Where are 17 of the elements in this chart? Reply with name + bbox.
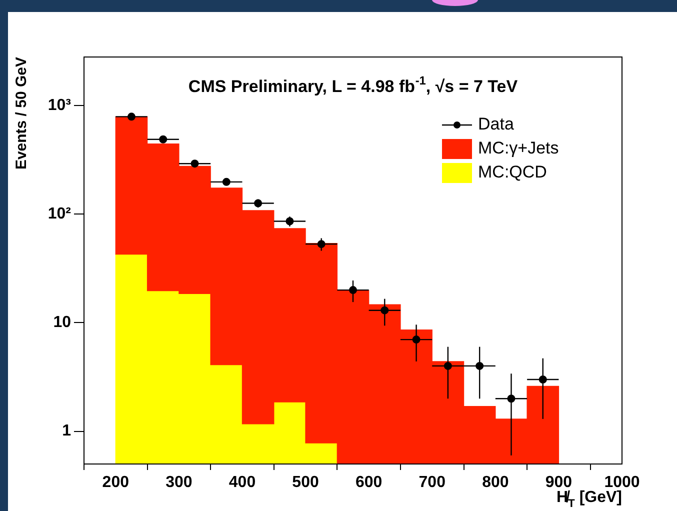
x-tick-label: 700	[418, 474, 446, 492]
x-tick-label: 600	[355, 474, 382, 492]
y-tick-label: 1	[62, 422, 72, 440]
legend-label: MC:QCD	[478, 162, 547, 182]
y-axis-title: Events / 50 GeV	[13, 56, 30, 170]
x-tick-label: 900	[545, 474, 572, 492]
y-tick-label: 10	[53, 314, 72, 332]
legend-label: Data	[478, 114, 514, 134]
x-tick-label: 500	[292, 474, 319, 492]
y-tick-label: 10²	[48, 206, 71, 223]
x-tick-label: 200	[102, 474, 130, 492]
x-tick-label: 300	[166, 474, 192, 492]
x-tick-label: 800	[482, 474, 509, 492]
y-tick-label: 10³	[48, 96, 71, 114]
legend-label: MC:γ+Jets	[478, 138, 559, 158]
x-tick-label: 1000	[604, 474, 640, 492]
x-tick-label: 400	[228, 474, 256, 492]
